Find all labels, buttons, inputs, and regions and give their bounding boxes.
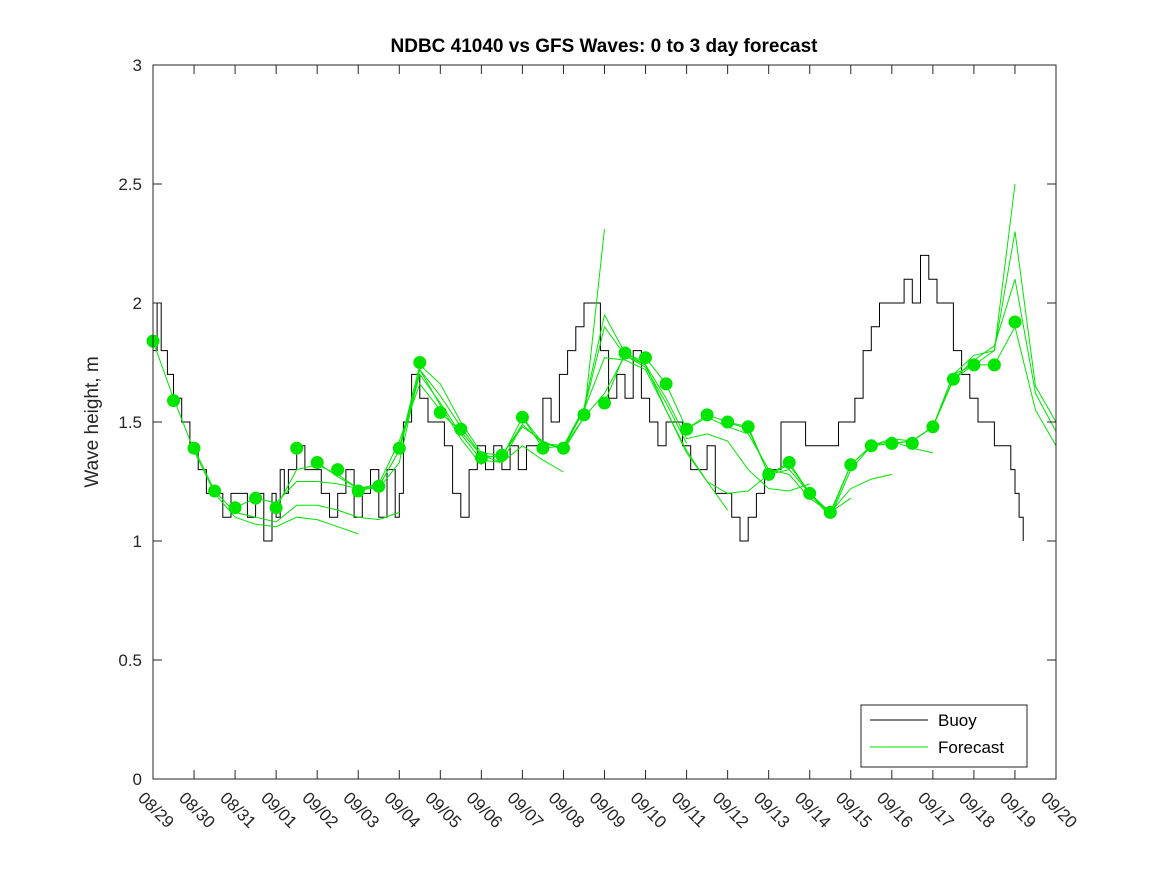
- legend-forecast-label: Forecast: [938, 738, 1004, 757]
- forecast-run-line-11: [563, 354, 770, 494]
- forecast-marker-point: [905, 436, 919, 450]
- forecast-marker-point: [372, 479, 386, 493]
- forecast-marker-point: [433, 406, 447, 419]
- forecast-run-line-12: [604, 352, 810, 492]
- forecast-marker-point: [290, 441, 304, 455]
- forecast-marker-point: [762, 467, 776, 481]
- forecast-marker-point: [413, 356, 427, 369]
- y-tick-label: 3: [133, 56, 142, 75]
- forecast-run-line-2: [193, 447, 400, 523]
- forecast-run-line-14: [686, 414, 892, 514]
- legend-buoy-label: Buoy: [938, 711, 977, 730]
- forecast-run-line-5: [316, 373, 523, 490]
- forecast-marker-point: [454, 422, 468, 436]
- forecast-marker-point: [782, 456, 796, 469]
- forecast-marker-point: [885, 436, 899, 450]
- forecast-marker-point: [228, 501, 242, 515]
- legend-box: [860, 704, 1028, 768]
- forecast-marker-point: [577, 408, 591, 422]
- forecast-marker-point: [1008, 315, 1022, 329]
- forecast-marker-point: [310, 456, 324, 469]
- y-tick-label: 2: [133, 294, 142, 313]
- forecast-marker-point: [639, 351, 652, 365]
- y-axis-label: Wave height, m: [82, 356, 103, 487]
- forecast-marker-point: [269, 501, 283, 515]
- forecast-marker-point: [167, 394, 180, 408]
- y-tick-label: 0: [133, 770, 142, 789]
- forecast-marker-point: [249, 491, 263, 505]
- forecast-marker-point: [680, 422, 694, 436]
- forecast-run-line-10: [521, 357, 729, 511]
- forecast-marker-point: [474, 451, 488, 465]
- forecast-marker-point: [823, 505, 837, 519]
- forecast-marker-point: [803, 486, 817, 500]
- forecast-marker-point: [331, 463, 345, 477]
- forecast-marker-point: [844, 458, 858, 472]
- forecast-marker-point: [187, 441, 201, 455]
- y-tick-label: 1.5: [118, 413, 142, 432]
- forecast-marker-point: [721, 415, 735, 429]
- forecast-marker-point: [946, 372, 960, 386]
- y-tick-label: 1: [133, 532, 142, 551]
- forecast-marker-point: [741, 420, 755, 434]
- forecast-marker-point: [208, 484, 222, 498]
- forecast-run-line-13: [645, 357, 852, 514]
- forecast-marker-point: [557, 441, 570, 455]
- chart-title: NDBC 41040 vs GFS Waves: 0 to 3 day fore…: [391, 36, 819, 57]
- forecast-marker-point: [864, 439, 878, 453]
- plot-area: [146, 183, 1057, 542]
- y-tick-label: 2.5: [118, 175, 142, 194]
- forecast-marker-point: [536, 441, 550, 455]
- forecast-run-line-1: [152, 340, 359, 535]
- forecast-marker-point: [495, 448, 509, 462]
- forecast-marker-point: [987, 358, 1001, 372]
- buoy-series-line: [153, 254, 1024, 542]
- forecast-marker-point: [926, 420, 940, 434]
- forecast-marker-point: [515, 410, 529, 424]
- forecast-marker-point: [967, 358, 981, 372]
- forecast-marker-point: [700, 408, 714, 422]
- legend: Buoy Forecast: [860, 704, 1028, 768]
- forecast-marker-point: [659, 377, 673, 391]
- y-tick-label: 0.5: [118, 651, 142, 670]
- forecast-marker-point: [351, 484, 365, 498]
- forecast-marker-point: [598, 396, 611, 410]
- forecast-marker-point: [618, 346, 632, 360]
- forecast-marker-point: [392, 441, 406, 455]
